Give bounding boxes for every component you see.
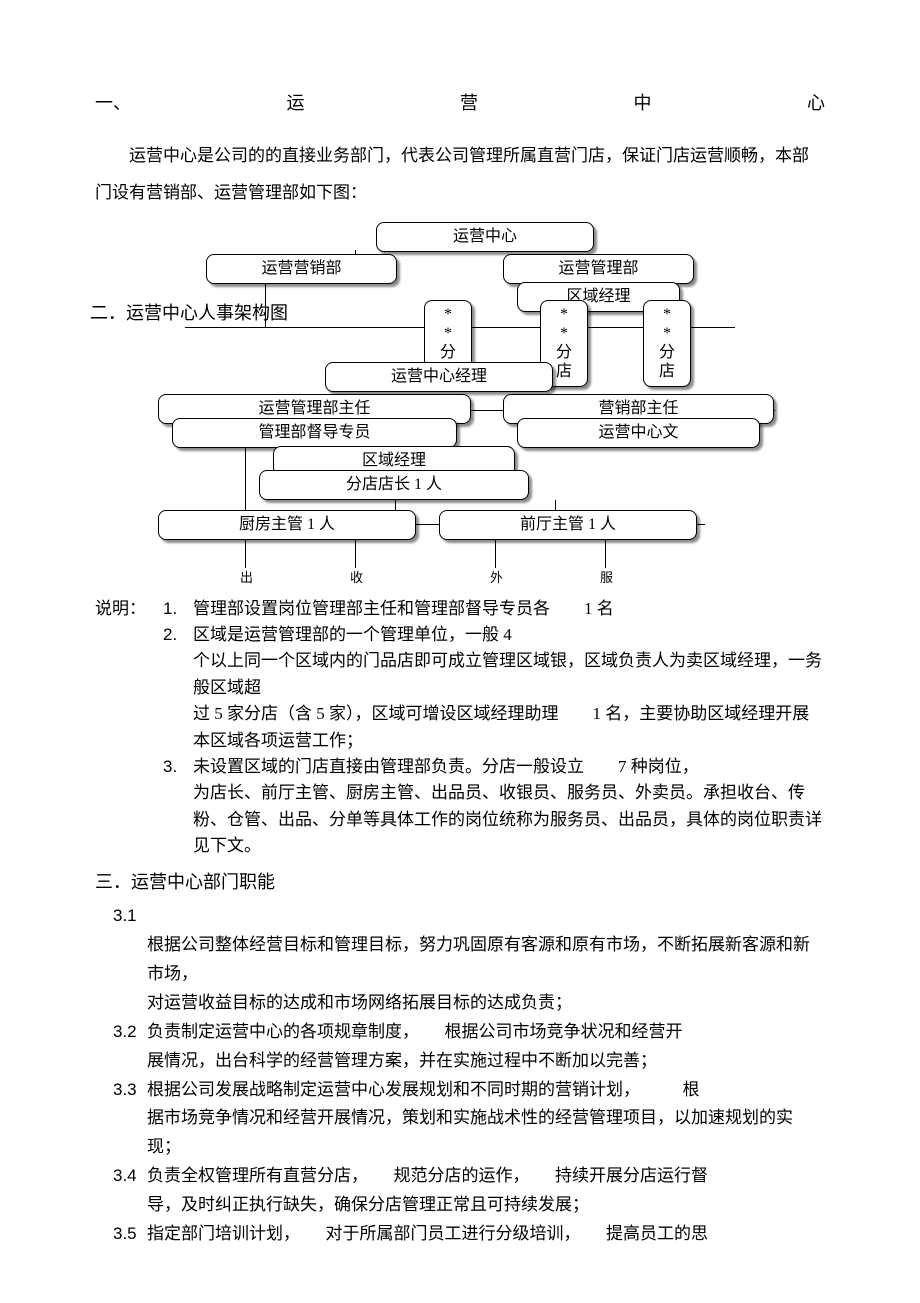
section-3-title: 三．运营中心部门职能: [95, 869, 825, 896]
tc2: 营: [460, 90, 478, 117]
tiny-b: 收: [350, 568, 363, 588]
explain-sub: 为店长、前厅主管、厨房主管、出品员、收银员、服务员、外卖员。承担收台、传粉、仓管…: [95, 780, 825, 859]
func-item: 3.1: [95, 902, 825, 931]
func-item: 3.5指定部门培训计划， 对于所属部门员工进行分级培训， 提高员工的思: [95, 1220, 825, 1249]
node-n_shopmgr: 分店店长 1 人: [259, 470, 529, 500]
func-item: 3.3根据公司发展战略制定运营中心发展规划和不同时期的营销计划， 根: [95, 1076, 825, 1105]
explain-item: 说明：1.管理部设置岗位管理部主任和管理部督导专员各 1 名: [95, 596, 825, 622]
func-sub: 根据公司整体经营目标和管理目标，努力巩固原有客源和原有市场，不断拓展新客源和新市…: [95, 931, 825, 989]
func-item: 3.2负责制定运营中心的各项规章制度， 根据公司市场竞争状况和经营开: [95, 1018, 825, 1047]
tc0: 一、: [95, 90, 131, 117]
explanation-block: 说明：1.管理部设置岗位管理部主任和管理部督导专员各 1 名2.区域是运营管理部…: [95, 596, 825, 859]
functions-block: 3.1根据公司整体经营目标和管理目标，努力巩固原有客源和原有市场，不断拓展新客源…: [95, 902, 825, 1249]
explain-item: 2.区域是运营管理部的一个管理单位，一般 4: [95, 622, 825, 648]
func-sub: 导，及时纠正执行缺失，确保分店管理正常且可持续发展；: [95, 1191, 825, 1220]
func-sub: 展情况，出台科学的经营管理方案，并在实施过程中不断加以完善；: [95, 1047, 825, 1076]
node-n_kitchen: 厨房主管 1 人: [158, 510, 416, 540]
func-sub: 据市场竞争情况和经营开展情况，策划和实施战术性的经营管理项目，以加速规划的实现；: [95, 1104, 825, 1162]
func-item: 3.4负责全权管理所有直营分店， 规范分店的运作， 持续开展分店运行督: [95, 1162, 825, 1191]
org-diagram: 二．运营中心人事架构图 运营中心运营营销部运营管理部区域经理**分店**分店**…: [95, 222, 825, 592]
section-2-title: 二．运营中心人事架构图: [90, 300, 288, 327]
explain-sub: 过 5 家分店（含 5 家），区域可增设区域经理助理 1 名，主要协助区域经理开…: [95, 701, 825, 754]
node-n_super: 管理部督导专员: [172, 418, 457, 448]
intro-paragraph: 运营中心是公司的的直接业务部门，代表公司管理所属直营门店，保证门店运营顺畅，本部…: [95, 137, 825, 212]
node-n_front: 前厅主管 1 人: [439, 510, 697, 540]
explain-item: 3.未设置区域的门店直接由管理部负责。分店一般设立 7 种岗位，: [95, 754, 825, 780]
tiny-a: 出: [240, 568, 253, 588]
tc4: 心: [807, 90, 825, 117]
node-n_cmgr: 运营中心经理: [325, 362, 553, 392]
node-n_b3: **分店: [643, 300, 691, 387]
node-n_sales: 运营营销部: [206, 254, 397, 284]
func-sub: 对运营收益目标的达成和市场网络拓展目标的达成负责；: [95, 989, 825, 1018]
tc1: 运: [287, 90, 305, 117]
node-n_center: 运营中心: [376, 222, 594, 252]
node-n_mgmt: 运营管理部: [503, 254, 694, 284]
tc3: 中: [634, 90, 652, 117]
section-1-title: 一、 运 营 中 心: [95, 90, 825, 117]
tiny-c: 外: [490, 568, 503, 588]
tiny-d: 服: [600, 568, 613, 588]
node-n_clerk: 运营中心文: [517, 418, 760, 448]
explain-sub: 个以上同一个区域内的门品店即可成立管理区域银，区域负责人为卖区域经理，一务般区域…: [95, 648, 825, 701]
